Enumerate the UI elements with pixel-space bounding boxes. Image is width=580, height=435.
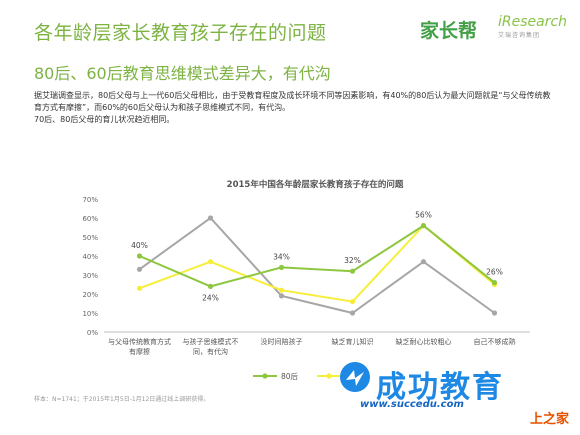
legend-marker <box>262 373 268 379</box>
data-point <box>136 253 143 259</box>
iresearch-logo-sub: 艾瑞咨询集团 <box>498 32 541 39</box>
page-title: 各年龄层家长教育孩子存在的问题 <box>34 22 327 44</box>
series-lines <box>136 215 498 316</box>
data-point <box>207 259 214 265</box>
series-line-1 <box>139 224 496 303</box>
legend-label: 80后 <box>281 371 299 381</box>
data-label: 26% <box>486 268 503 277</box>
y-tick-label: 50% <box>82 234 98 242</box>
y-tick-label: 70% <box>82 196 98 204</box>
data-point <box>349 299 356 305</box>
series-line-0 <box>139 224 496 288</box>
legend-marker <box>326 373 332 379</box>
jiazhangbang-logo: 家长帮 <box>420 20 478 42</box>
y-tick-label: 10% <box>82 310 98 318</box>
brand-mark-icon <box>340 362 370 392</box>
chart-title: 2015年中国各年龄层家长教育孩子存在的问题 <box>227 179 404 190</box>
data-label: 40% <box>131 241 148 250</box>
data-label: 34% <box>273 252 290 261</box>
y-tick-label: 20% <box>82 291 98 299</box>
summary-paragraph-1: 据艾瑞调查显示，80后父母与上一代60后父母相比，由于受教育程度及成长环境不同等… <box>34 91 551 112</box>
summary-text: 据艾瑞调查显示，80后父母与上一代60后父母相比，由于受教育程度及成长环境不同等… <box>34 90 554 126</box>
data-point <box>278 287 285 293</box>
data-point <box>278 264 285 270</box>
x-tick-label: 与父母传统教育方式有摩擦 <box>108 337 171 356</box>
summary-paragraph-2: 70后、80后父母的育儿状况趋近相同。 <box>34 115 175 124</box>
y-tick-label: 60% <box>82 215 98 223</box>
page-subtitle: 80后、60后教育思维模式差异大，有代沟 <box>34 64 331 83</box>
x-tick-label: 自己不够成熟 <box>474 337 516 346</box>
series-line-2 <box>138 216 496 315</box>
iresearch-logo-name: iResearch <box>498 14 568 30</box>
data-point <box>136 285 143 291</box>
data-labels: 40% 24% 34% 32% 56% 26% <box>131 211 503 303</box>
y-tick-label: 0% <box>87 329 98 337</box>
watermark-brand: 成功教育 <box>376 370 504 405</box>
iresearch-logo: iResearch 艾瑞咨询集团 <box>498 14 567 39</box>
data-point <box>278 293 285 299</box>
data-point <box>136 266 143 272</box>
data-point <box>207 215 214 221</box>
data-point <box>420 223 427 229</box>
x-tick-label: 缺乏育儿知识 <box>332 337 374 346</box>
data-point <box>491 280 498 286</box>
y-tick-label: 30% <box>82 272 98 280</box>
x-tick-label: 没时间陪孩子 <box>261 337 303 346</box>
data-point <box>349 310 356 316</box>
x-tick-label: 与孩子思维模式不同，有代沟 <box>183 337 239 356</box>
footnote: 样本：N=1741；于2015年1月5日-1月12日通过线上调研获得。 <box>34 396 210 403</box>
data-point <box>349 268 356 274</box>
watermark-url: www.succedu.com <box>360 399 464 410</box>
data-point <box>491 310 498 316</box>
data-label: 32% <box>344 256 361 265</box>
corner-logo: 上之家 <box>530 412 570 427</box>
data-label: 56% <box>415 211 432 220</box>
data-point <box>420 259 427 265</box>
y-tick-label: 40% <box>82 253 98 261</box>
data-label: 24% <box>202 293 219 302</box>
data-point <box>207 283 214 289</box>
y-axis: 0% 10% 20% 30% 40% 50% 60% 70% <box>82 196 98 337</box>
x-tick-label: 缺乏耐心比较粗心 <box>396 337 452 346</box>
